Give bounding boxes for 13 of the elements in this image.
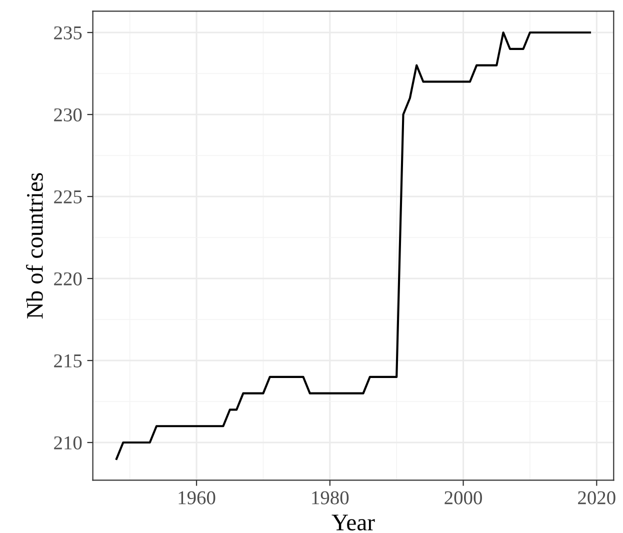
x-tick-label: 1980 [312, 491, 349, 504]
x-tick-label: 2000 [444, 491, 482, 504]
x-tick-label: 1960 [178, 491, 216, 504]
line-series [115, 31, 592, 460]
x-axis-title: Year [332, 514, 375, 530]
y-tick-label: 220 [54, 272, 82, 286]
x-tick-label: 2020 [578, 491, 616, 504]
y-axis-title: Nb of countries [26, 173, 43, 318]
y-tick-label: 235 [54, 26, 82, 40]
y-tick-label: 210 [54, 436, 82, 450]
y-tick-label: 215 [54, 354, 82, 368]
y-tick-label: 230 [54, 108, 82, 122]
y-tick-label: 225 [54, 190, 82, 204]
